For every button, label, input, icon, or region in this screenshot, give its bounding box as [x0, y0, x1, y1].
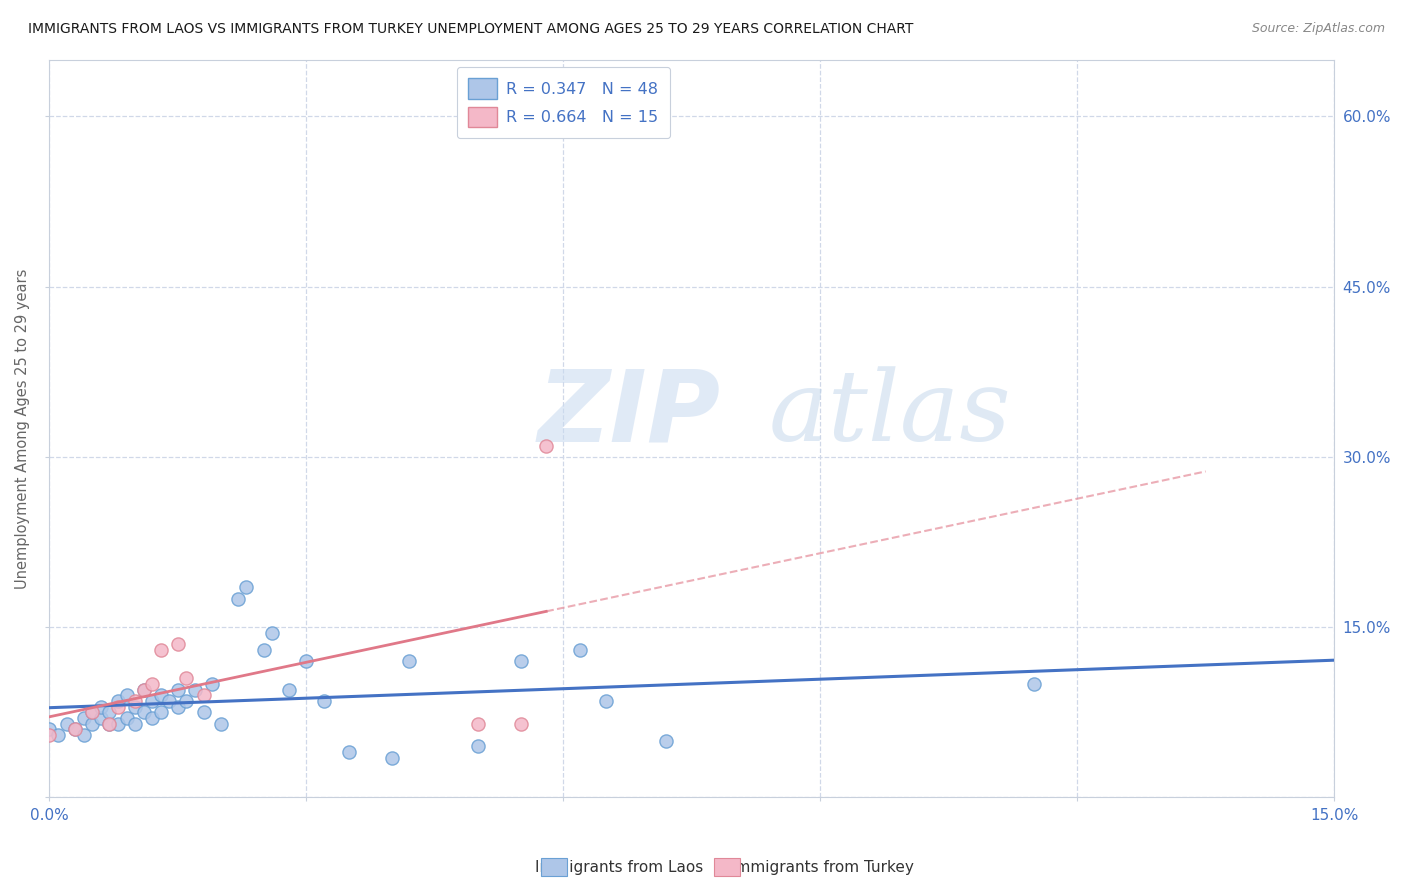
Point — [1024, 677, 1046, 691]
Point — [55, 716, 77, 731]
Point — [312, 694, 335, 708]
Point — [226, 591, 249, 606]
Point — [141, 711, 163, 725]
Point — [124, 699, 146, 714]
Point — [569, 642, 592, 657]
Point — [337, 745, 360, 759]
Point — [167, 699, 190, 714]
Point — [167, 637, 190, 651]
Text: IMMIGRANTS FROM LAOS VS IMMIGRANTS FROM TURKEY UNEMPLOYMENT AMONG AGES 25 TO 29 : IMMIGRANTS FROM LAOS VS IMMIGRANTS FROM … — [28, 22, 914, 37]
Text: ZIP: ZIP — [537, 365, 721, 462]
Point — [82, 705, 104, 719]
Point — [278, 682, 301, 697]
Point — [73, 728, 96, 742]
Point — [193, 705, 215, 719]
Point — [184, 682, 207, 697]
Point — [149, 642, 172, 657]
Point — [595, 694, 617, 708]
Point — [141, 677, 163, 691]
Point — [115, 711, 138, 725]
Point — [107, 699, 129, 714]
Point — [98, 716, 121, 731]
Point — [193, 688, 215, 702]
Text: Immigrants from Laos: Immigrants from Laos — [534, 860, 703, 874]
Point — [141, 694, 163, 708]
Legend: R = 0.347   N = 48, R = 0.664   N = 15: R = 0.347 N = 48, R = 0.664 N = 15 — [457, 67, 669, 138]
Point — [38, 728, 60, 742]
Point — [149, 688, 172, 702]
Point — [655, 733, 678, 747]
Point — [38, 723, 60, 737]
Point — [235, 581, 257, 595]
Point — [98, 705, 121, 719]
Point — [124, 694, 146, 708]
Point — [46, 728, 69, 742]
Point — [209, 716, 232, 731]
Point — [157, 694, 180, 708]
Point — [176, 671, 198, 685]
Point — [509, 654, 531, 668]
Point — [107, 694, 129, 708]
Point — [124, 716, 146, 731]
Text: atlas: atlas — [769, 366, 1012, 461]
Point — [252, 642, 274, 657]
Point — [63, 723, 86, 737]
Point — [115, 688, 138, 702]
Point — [132, 682, 155, 697]
Point — [63, 723, 86, 737]
Point — [167, 682, 190, 697]
Point — [107, 716, 129, 731]
Point — [467, 716, 489, 731]
Y-axis label: Unemployment Among Ages 25 to 29 years: Unemployment Among Ages 25 to 29 years — [15, 268, 30, 589]
Point — [295, 654, 318, 668]
Point — [467, 739, 489, 754]
Point — [176, 694, 198, 708]
Point — [509, 716, 531, 731]
Point — [132, 682, 155, 697]
Point — [398, 654, 420, 668]
Point — [534, 438, 557, 452]
Text: Source: ZipAtlas.com: Source: ZipAtlas.com — [1251, 22, 1385, 36]
Point — [98, 716, 121, 731]
Point — [149, 705, 172, 719]
Point — [132, 705, 155, 719]
Point — [262, 625, 284, 640]
Point — [82, 716, 104, 731]
Point — [381, 750, 404, 764]
Point — [82, 705, 104, 719]
Point — [90, 711, 112, 725]
Point — [201, 677, 224, 691]
Point — [73, 711, 96, 725]
Text: Immigrants from Turkey: Immigrants from Turkey — [731, 860, 914, 874]
Point — [90, 699, 112, 714]
